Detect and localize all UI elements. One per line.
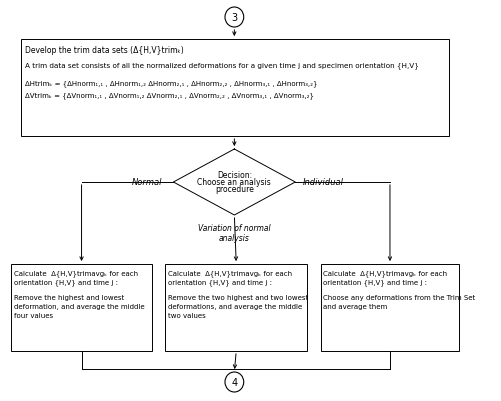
Text: Calculate  Δ{H,V}trimavgₖ for each: Calculate Δ{H,V}trimavgₖ for each (168, 269, 292, 276)
Text: and average them: and average them (324, 303, 388, 309)
Text: analysis: analysis (219, 233, 250, 242)
Text: A trim data set consists of all the normalized deformations for a given time j a: A trim data set consists of all the norm… (26, 62, 419, 69)
Text: Remove the highest and lowest: Remove the highest and lowest (14, 294, 124, 300)
Text: Calculate  Δ{H,V}trimavgₖ for each: Calculate Δ{H,V}trimavgₖ for each (14, 269, 138, 276)
Text: two values: two values (168, 312, 205, 318)
Text: Decision:: Decision: (217, 171, 252, 180)
Text: Develop the trim data sets (Δ{H,V}trimₖ): Develop the trim data sets (Δ{H,V}trimₖ) (26, 46, 184, 55)
Text: ΔHtrimₖ = {ΔHnorm₁,₁ , ΔHnorm₁,₂ ΔHnorm₂,₁ , ΔHnorm₂,₂ , ΔHnorm₃,₁ , ΔHnorm₃,₂}: ΔHtrimₖ = {ΔHnorm₁,₁ , ΔHnorm₁,₂ ΔHnorm₂… (26, 80, 318, 87)
Text: ΔVtrimₖ = {ΔVnorm₁,₁ , ΔVnorm₁,₂ ΔVnorm₂,₁ , ΔVnorm₂,₂ , ΔVnorm₃,₁ , ΔVnorm₃,₂}: ΔVtrimₖ = {ΔVnorm₁,₁ , ΔVnorm₁,₂ ΔVnorm₂… (26, 92, 314, 99)
Text: Variation of normal: Variation of normal (198, 223, 271, 233)
Text: Calculate  Δ{H,V}trimavgₖ for each: Calculate Δ{H,V}trimavgₖ for each (324, 269, 447, 276)
Bar (21, 40, 449, 137)
Bar (321, 264, 459, 351)
Bar (165, 264, 308, 351)
Text: deformations, and average the middle: deformations, and average the middle (168, 303, 302, 309)
Text: Remove the two highest and two lowest: Remove the two highest and two lowest (168, 294, 308, 300)
Text: 4: 4 (231, 377, 237, 387)
Text: four values: four values (14, 312, 53, 318)
Text: 3: 3 (231, 13, 237, 23)
Text: procedure: procedure (215, 185, 254, 194)
Text: Normal: Normal (132, 178, 162, 186)
Text: Choose any deformations from the Trim Set: Choose any deformations from the Trim Se… (324, 294, 475, 300)
Bar (11, 264, 152, 351)
Text: Choose an analysis: Choose an analysis (197, 178, 271, 187)
Text: Individual: Individual (303, 178, 344, 186)
Text: orientation {H,V} and time j :: orientation {H,V} and time j : (168, 278, 272, 285)
Text: orientation {H,V} and time j :: orientation {H,V} and time j : (14, 278, 118, 285)
Text: deformation, and average the middle: deformation, and average the middle (14, 303, 145, 309)
Text: orientation {H,V} and time j :: orientation {H,V} and time j : (324, 278, 427, 285)
